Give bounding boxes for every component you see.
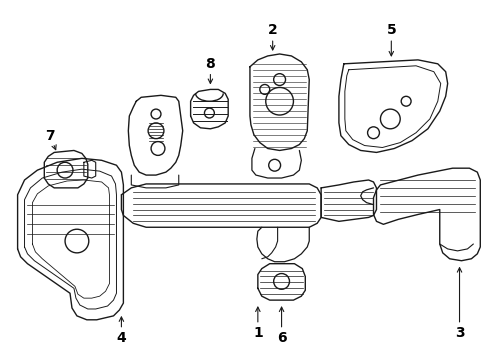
Text: 4: 4 <box>116 330 126 345</box>
Text: 2: 2 <box>267 23 277 37</box>
Text: 8: 8 <box>205 57 215 71</box>
Text: 1: 1 <box>252 325 262 339</box>
Text: 3: 3 <box>454 325 464 339</box>
Text: 5: 5 <box>386 23 395 37</box>
Text: 7: 7 <box>45 129 55 143</box>
Text: 6: 6 <box>276 330 286 345</box>
